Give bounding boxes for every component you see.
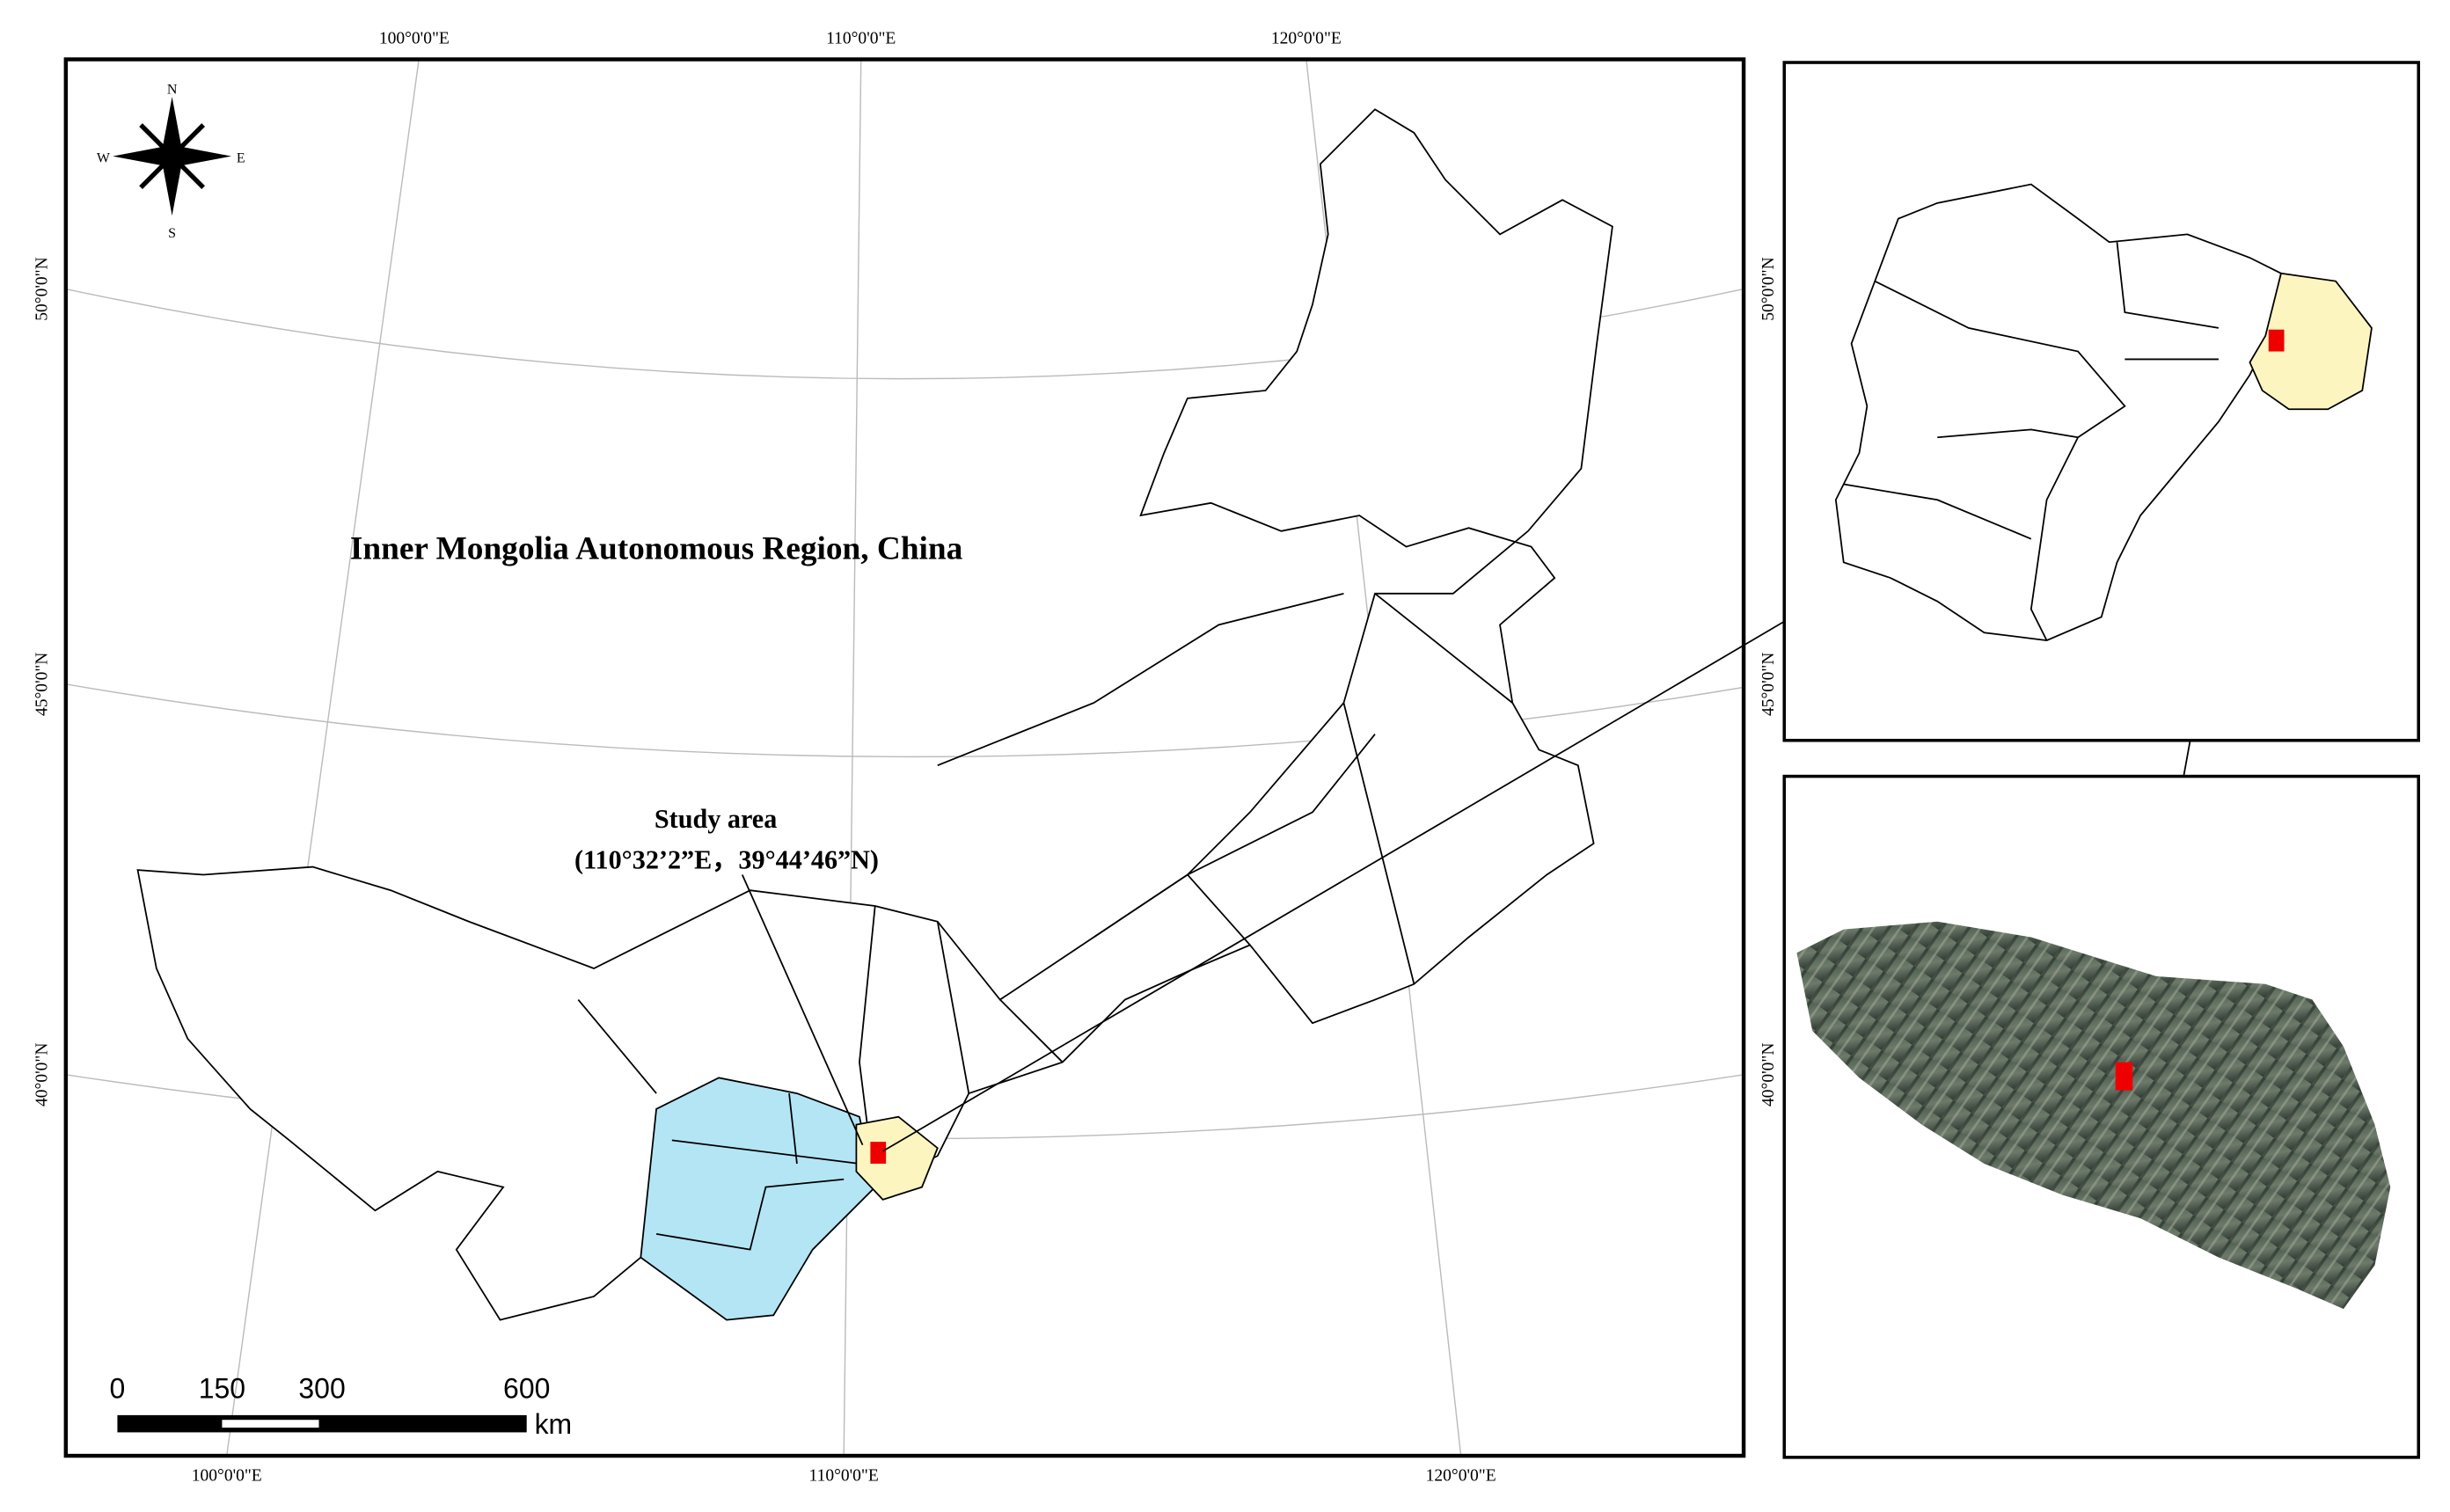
study-marker <box>870 1142 887 1164</box>
city-districts <box>1843 242 2220 641</box>
compass-label: S <box>168 226 176 241</box>
longitude-label: 100°0'0"E <box>379 30 450 48</box>
study-county <box>2249 272 2373 411</box>
satellite-image <box>1796 921 2391 1310</box>
district-borders <box>577 592 1513 1187</box>
study-county <box>855 1115 939 1201</box>
latitude-label: 40°0'0"N <box>1759 1043 1778 1107</box>
latitude-label: 45°0'0"N <box>33 653 52 716</box>
longitude-label: 120°0'0"E <box>1271 30 1342 48</box>
longitude-label: 120°0'0"E <box>1426 1466 1496 1485</box>
ordos-districts <box>655 1092 860 1251</box>
scale-label: 150 <box>199 1372 245 1404</box>
inset-city <box>1782 61 2421 742</box>
scale-bar: 0 150 300 600 km <box>110 1372 573 1440</box>
study-area-arrow <box>741 874 864 1146</box>
study-marker <box>2115 1062 2133 1091</box>
scale-label: 300 <box>298 1372 345 1404</box>
map-title: Inner Mongolia Autonomous Region, China <box>350 531 963 567</box>
compass-label: W <box>97 151 111 166</box>
latitude-label: 45°0'0"N <box>1759 653 1778 716</box>
compass-label: N <box>167 83 178 98</box>
compass-label: E <box>237 151 245 166</box>
ordos-region <box>640 1077 876 1321</box>
longitude-label: 100°0'0"E <box>192 1466 262 1485</box>
latitude-label: 50°0'0"N <box>33 257 52 320</box>
longitude-label: 110°0'0"E <box>809 1466 879 1485</box>
scale-label: 600 <box>503 1372 550 1404</box>
compass: N S E W <box>97 83 245 241</box>
study-marker <box>2268 329 2285 352</box>
study-area-coordinates: (110°32’2”E，39°44’46”N) <box>574 844 879 874</box>
inset-satellite <box>1782 774 2421 1459</box>
latitude-label: 50°0'0"N <box>1759 257 1778 320</box>
city-outline <box>1834 183 2282 641</box>
latitude-label: 40°0'0"N <box>33 1043 52 1107</box>
main-map: Inner Mongolia Autonomous Region, China … <box>33 30 2264 1485</box>
scale-label: 0 <box>110 1372 126 1404</box>
study-area-label: Study area <box>655 804 777 834</box>
scale-unit: km <box>535 1408 573 1440</box>
map-frame <box>63 57 1746 1458</box>
longitude-label: 110°0'0"E <box>826 30 896 48</box>
